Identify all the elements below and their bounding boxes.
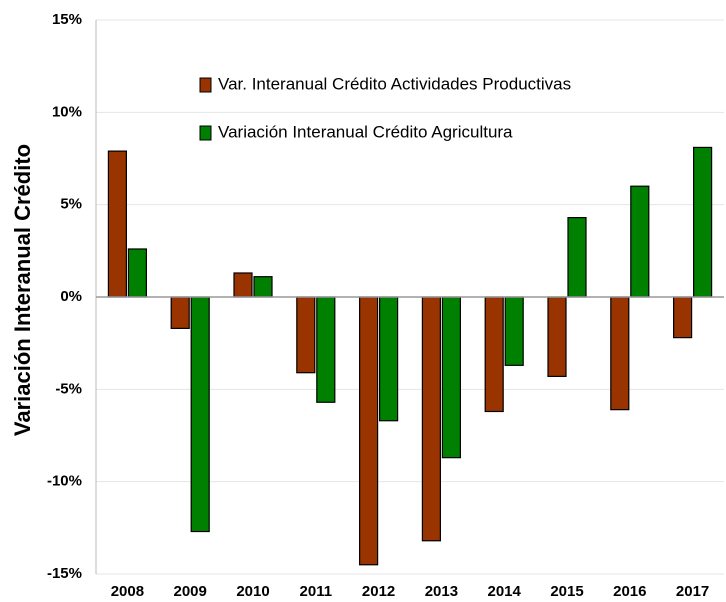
bar bbox=[379, 296, 399, 422]
bar bbox=[359, 296, 379, 566]
y-tick-label: 5% bbox=[60, 196, 82, 213]
bar bbox=[567, 216, 587, 298]
legend-label: Var. Interanual Crédito Actividades Prod… bbox=[218, 74, 571, 93]
x-tick-label: 2010 bbox=[236, 583, 269, 600]
x-tick-label: 2012 bbox=[362, 583, 395, 600]
bar bbox=[253, 276, 273, 298]
x-tick-label: 2015 bbox=[550, 583, 583, 600]
bar bbox=[672, 296, 693, 339]
x-tick-label: 2016 bbox=[613, 583, 646, 600]
bar bbox=[504, 296, 524, 366]
x-tick-label: 2017 bbox=[676, 583, 709, 600]
legend-swatch bbox=[199, 77, 212, 93]
x-tick-label: 2013 bbox=[425, 583, 458, 600]
y-tick-label: 10% bbox=[52, 103, 82, 120]
bar bbox=[692, 146, 713, 298]
y-tick-label: 15% bbox=[52, 11, 82, 28]
x-tick-label: 2011 bbox=[300, 583, 333, 600]
bar bbox=[610, 296, 630, 411]
bar bbox=[441, 296, 461, 459]
y-tick-label: 0% bbox=[60, 288, 82, 305]
x-tick-label: 2014 bbox=[488, 583, 522, 600]
x-tick-label: 2009 bbox=[174, 583, 207, 600]
bar bbox=[233, 272, 253, 298]
legend-swatch bbox=[199, 125, 212, 141]
x-tick-label: 2008 bbox=[111, 583, 144, 600]
bar bbox=[127, 248, 147, 298]
y-tick-label: -10% bbox=[47, 473, 82, 490]
bar bbox=[170, 296, 190, 329]
bar bbox=[296, 296, 316, 374]
bar bbox=[190, 296, 210, 533]
bar bbox=[484, 296, 504, 413]
bar bbox=[421, 296, 441, 542]
bar bbox=[547, 296, 567, 378]
y-tick-label: -5% bbox=[55, 380, 82, 397]
bar bbox=[630, 185, 650, 298]
y-axis-title: Variación Interanual Crédito bbox=[10, 144, 35, 436]
legend-label: Variación Interanual Crédito Agricultura bbox=[218, 122, 513, 141]
bar bbox=[316, 296, 336, 403]
y-tick-label: -15% bbox=[47, 565, 82, 582]
bar bbox=[107, 150, 128, 298]
